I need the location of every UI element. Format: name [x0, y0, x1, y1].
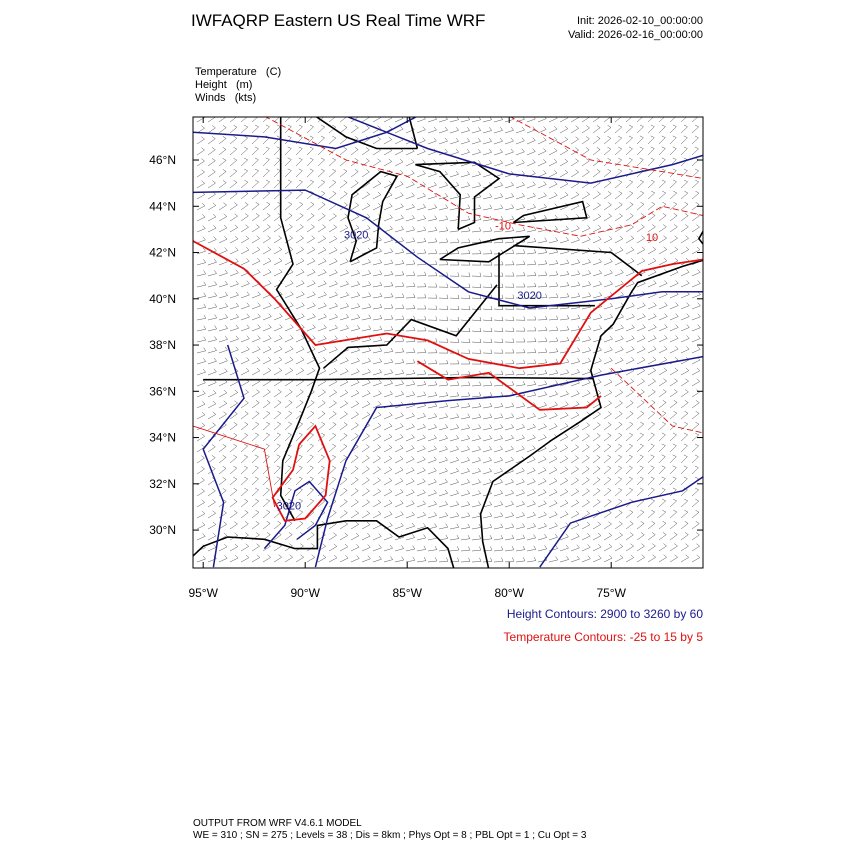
- y-tick-label: 30°N: [149, 523, 176, 537]
- height-contour: [314, 355, 703, 568]
- contour-label: -10: [495, 220, 511, 232]
- temperature-contour: [193, 425, 276, 507]
- height-contour: [202, 344, 245, 568]
- temperature-contour: [610, 367, 703, 434]
- map-frame: [192, 116, 704, 569]
- y-tick-label: 46°N: [149, 153, 176, 167]
- coastline: [498, 252, 595, 307]
- y-tick-label: 38°N: [149, 338, 176, 352]
- temperature-contour: [271, 424, 331, 522]
- temperature-legend: Temperature Contours: -25 to 15 by 5: [504, 630, 704, 644]
- contour-label: 3020: [344, 230, 368, 242]
- y-tick-label: 32°N: [149, 477, 176, 491]
- coastline: [315, 117, 419, 150]
- coastline: [203, 376, 593, 381]
- field-label: Temperature (C): [195, 66, 281, 78]
- x-tick-label: 95°W: [188, 586, 218, 600]
- height-contour: [193, 189, 703, 309]
- temperature-contour: [193, 240, 703, 370]
- temperature-contour: [416, 360, 602, 411]
- x-tick-label: 85°W: [392, 586, 422, 600]
- title: IWFAQRP Eastern US Real Time WRF: [191, 11, 485, 30]
- coastline: [513, 244, 643, 277]
- field-label: Height (m): [195, 79, 252, 91]
- height-legend: Height Contours: 2900 to 3260 by 60: [507, 607, 703, 621]
- y-tick-label: 36°N: [149, 384, 176, 398]
- coastline: [347, 170, 399, 263]
- height-contour: [263, 480, 329, 550]
- temperature-contour: [265, 117, 703, 237]
- coastline: [275, 117, 321, 522]
- x-tick-label: 80°W: [494, 586, 524, 600]
- height-contour: [539, 476, 703, 568]
- coastline: [479, 229, 703, 568]
- height-contour: [193, 117, 418, 150]
- coastline: [323, 284, 498, 369]
- coastline: [415, 161, 501, 231]
- footer-line: OUTPUT FROM WRF V4.6.1 MODEL: [193, 818, 362, 829]
- contour-label: 3020: [517, 290, 541, 302]
- height-contour: [346, 117, 703, 184]
- field-label: Winds (kts): [195, 92, 256, 104]
- y-tick-label: 40°N: [149, 292, 176, 306]
- footer-line: WE = 310 ; SN = 275 ; Levels = 38 ; Dis …: [193, 830, 587, 841]
- y-tick-label: 34°N: [149, 431, 176, 445]
- valid-time: Valid: 2026-02-16_00:00:00: [568, 29, 703, 41]
- coastline: [193, 520, 455, 568]
- map: 3020 3020 3020 -10 10: [193, 117, 703, 568]
- contour-label: 10: [646, 232, 658, 244]
- init-time: Init: 2026-02-10_00:00:00: [577, 15, 703, 27]
- x-tick-label: 90°W: [290, 586, 320, 600]
- contour-label: 3020: [277, 500, 301, 512]
- coastline: [512, 200, 588, 224]
- x-tick-label: 75°W: [596, 586, 626, 600]
- coastline: [439, 235, 531, 263]
- temperature-contour: [509, 117, 703, 179]
- y-tick-label: 42°N: [149, 246, 176, 260]
- y-tick-label: 44°N: [149, 199, 176, 213]
